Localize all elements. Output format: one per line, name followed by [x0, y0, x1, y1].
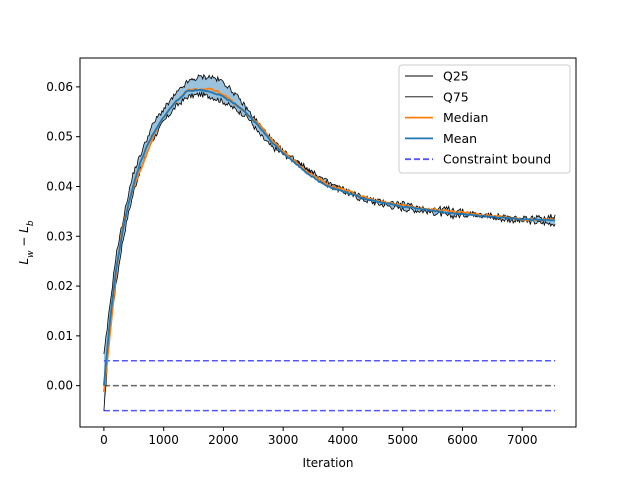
svg-text:Lw − Lb: Lw − Lb [17, 220, 36, 264]
plot-area [103, 73, 556, 412]
y-axis-label: Lw − Lb [17, 220, 36, 264]
legend-entry-label: Q25 [443, 69, 469, 84]
legend-entry-label: Median [443, 110, 488, 125]
x-tick-label: 3000 [268, 433, 299, 447]
y-label-minus: − [17, 233, 31, 251]
y-tick-label: 0.01 [46, 329, 73, 343]
y-tick-label: 0.05 [46, 130, 73, 144]
x-tick-label: 6000 [447, 433, 478, 447]
y-label-main: L [17, 258, 31, 265]
legend-entry-label: Constraint bound [443, 152, 551, 167]
legend-entry-label: Mean [443, 131, 477, 146]
y-label-sub-b: b [26, 220, 36, 226]
legend: Q25 Q75 Median Mean Constraint bound [398, 64, 571, 174]
y-tick-label: 0.00 [46, 379, 73, 393]
legend-box [398, 64, 571, 174]
y-tick-label: 0.04 [46, 179, 73, 193]
x-tick-label: 1000 [148, 433, 179, 447]
x-tick-label: 5000 [387, 433, 418, 447]
axis-ticks: 0 1000 2000 3000 4000 5000 6000 7000 0.00 0.01 0.0… [46, 80, 537, 447]
y-tick-label: 0.06 [46, 80, 73, 94]
x-tick-label: 2000 [208, 433, 239, 447]
x-axis-label: Iteration [303, 456, 354, 470]
x-tick-label: 7000 [507, 433, 538, 447]
x-tick-label: 4000 [328, 433, 359, 447]
y-label-main-2: L [17, 226, 31, 233]
y-tick-label: 0.02 [46, 279, 73, 293]
y-tick-label: 0.03 [46, 229, 73, 243]
series-line-q75 [103, 73, 556, 354]
series-line-mean [103, 88, 556, 386]
y-label-sub-w: w [26, 250, 36, 258]
x-tick-label: 0 [100, 433, 108, 447]
axes-frame [79, 57, 577, 428]
legend-entry-label: Q75 [443, 89, 469, 104]
